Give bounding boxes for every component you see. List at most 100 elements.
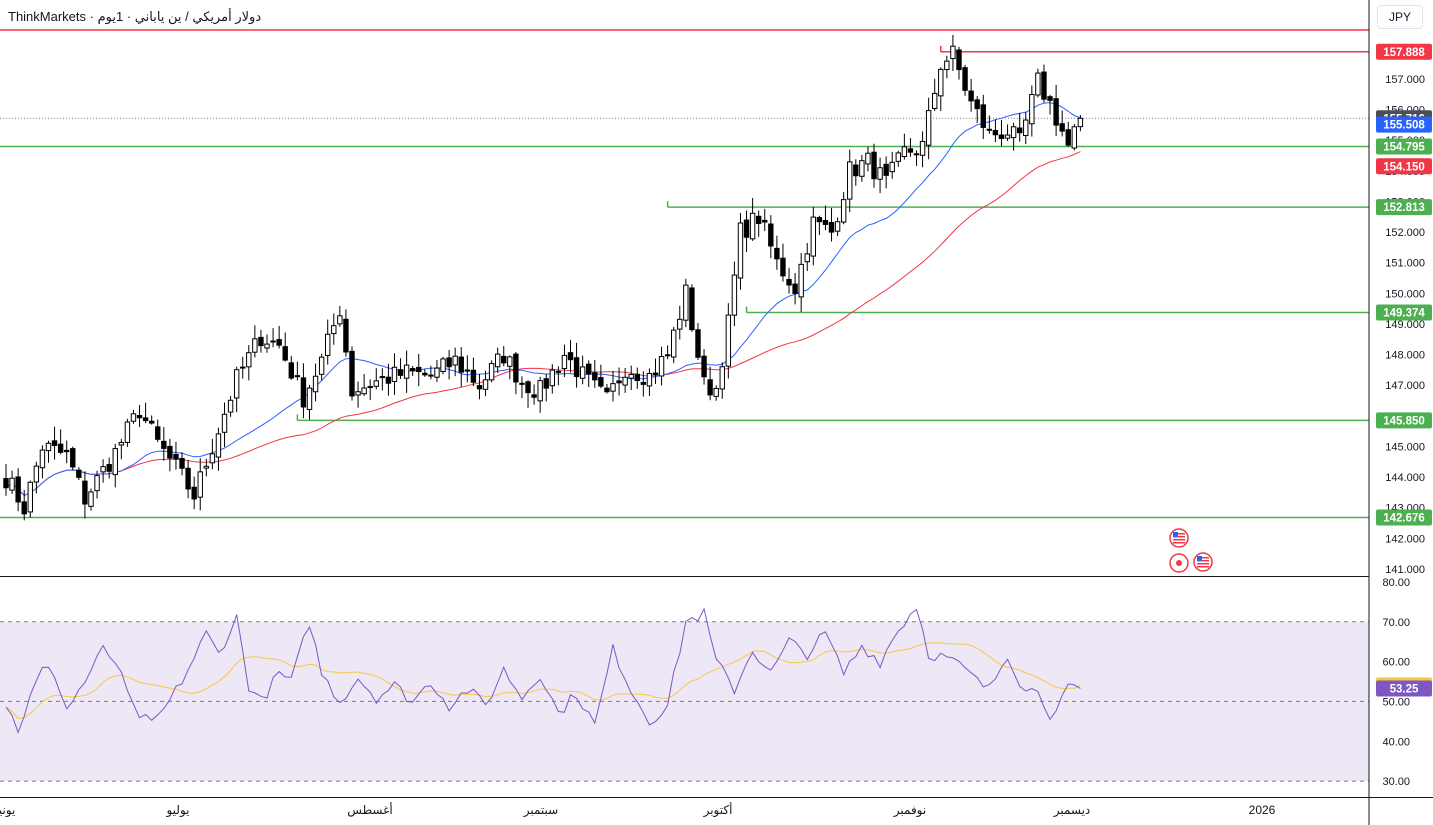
candle[interactable] (76, 467, 82, 481)
candle[interactable] (51, 426, 58, 460)
candle[interactable] (1023, 111, 1029, 145)
candle[interactable] (57, 429, 64, 455)
event-markers[interactable] (1169, 528, 1213, 573)
candle[interactable] (834, 217, 841, 237)
candle[interactable] (379, 368, 386, 391)
candle[interactable] (980, 94, 986, 139)
candle[interactable] (774, 235, 780, 270)
candle[interactable] (840, 192, 847, 225)
candle[interactable] (191, 476, 197, 510)
candle[interactable] (173, 441, 179, 470)
candle[interactable] (634, 367, 640, 389)
candle[interactable] (901, 133, 908, 160)
candle[interactable] (865, 146, 871, 172)
candle[interactable] (592, 359, 598, 388)
candle[interactable] (355, 381, 361, 408)
candle[interactable] (792, 273, 798, 305)
candle[interactable] (428, 365, 434, 380)
candle[interactable] (853, 159, 859, 186)
candle[interactable] (409, 365, 416, 376)
candle[interactable] (1047, 94, 1053, 115)
candle[interactable] (106, 457, 112, 479)
candle[interactable] (179, 452, 185, 476)
candle[interactable] (1004, 124, 1011, 142)
candle[interactable] (713, 385, 719, 401)
candle[interactable] (312, 363, 319, 402)
candle[interactable] (664, 345, 671, 360)
candle[interactable] (203, 458, 210, 477)
candle[interactable] (464, 355, 471, 383)
candle[interactable] (786, 267, 792, 294)
candle[interactable] (962, 64, 968, 96)
candle[interactable] (367, 379, 373, 400)
candle[interactable] (288, 355, 294, 380)
candle[interactable] (27, 480, 33, 518)
candle[interactable] (3, 463, 9, 496)
candle[interactable] (1029, 85, 1035, 137)
candle[interactable] (701, 349, 707, 385)
candle[interactable] (270, 328, 276, 348)
candle[interactable] (155, 419, 161, 443)
candle[interactable] (276, 325, 282, 349)
candle[interactable] (246, 345, 252, 381)
candle[interactable] (816, 215, 823, 236)
candle[interactable] (112, 443, 118, 488)
candle[interactable] (70, 446, 76, 471)
candle[interactable] (683, 278, 689, 328)
candle[interactable] (373, 368, 379, 390)
candle[interactable] (507, 355, 513, 380)
candle[interactable] (403, 350, 410, 393)
candle[interactable] (622, 368, 628, 393)
candle[interactable] (804, 243, 810, 272)
candle[interactable] (185, 459, 191, 499)
candle[interactable] (422, 369, 428, 377)
candle[interactable] (94, 470, 100, 499)
candle[interactable] (519, 376, 525, 399)
candle[interactable] (731, 261, 738, 327)
candle[interactable] (579, 355, 586, 385)
candle[interactable] (21, 489, 27, 521)
candle[interactable] (847, 149, 853, 213)
candle[interactable] (416, 353, 422, 387)
candle[interactable] (148, 415, 155, 425)
candle[interactable] (1065, 121, 1071, 147)
candle[interactable] (658, 346, 665, 386)
candle[interactable] (1077, 115, 1084, 132)
candle[interactable] (240, 356, 246, 379)
candle[interactable] (233, 366, 240, 413)
candle[interactable] (616, 367, 622, 396)
price-pane[interactable] (0, 29, 1369, 521)
candle[interactable] (671, 326, 677, 364)
candle[interactable] (446, 349, 452, 380)
candle[interactable] (567, 339, 574, 373)
us-flag-icon[interactable] (1193, 552, 1213, 572)
candle[interactable] (282, 332, 288, 362)
candle[interactable] (907, 138, 914, 157)
candle[interactable] (482, 370, 489, 397)
candle[interactable] (82, 471, 88, 519)
candle[interactable] (1035, 68, 1041, 98)
candle[interactable] (1071, 123, 1078, 151)
candle[interactable] (689, 284, 695, 332)
candle[interactable] (877, 157, 883, 194)
candle[interactable] (300, 363, 307, 419)
candle[interactable] (743, 210, 750, 253)
candle[interactable] (343, 309, 349, 357)
candle[interactable] (719, 362, 725, 399)
event-dot-icon[interactable] (1169, 553, 1189, 573)
candle[interactable] (749, 198, 756, 241)
candle[interactable] (974, 96, 980, 124)
candle[interactable] (440, 356, 446, 375)
candle[interactable] (458, 347, 464, 387)
candle[interactable] (306, 384, 313, 420)
candle[interactable] (598, 364, 604, 389)
candle[interactable] (762, 208, 768, 232)
candle[interactable] (919, 131, 926, 168)
candle[interactable] (828, 208, 835, 242)
us-flag-icon[interactable] (1169, 528, 1189, 548)
candle[interactable] (161, 427, 167, 461)
candle[interactable] (543, 373, 549, 402)
candle[interactable] (33, 461, 40, 494)
candle[interactable] (452, 347, 458, 377)
